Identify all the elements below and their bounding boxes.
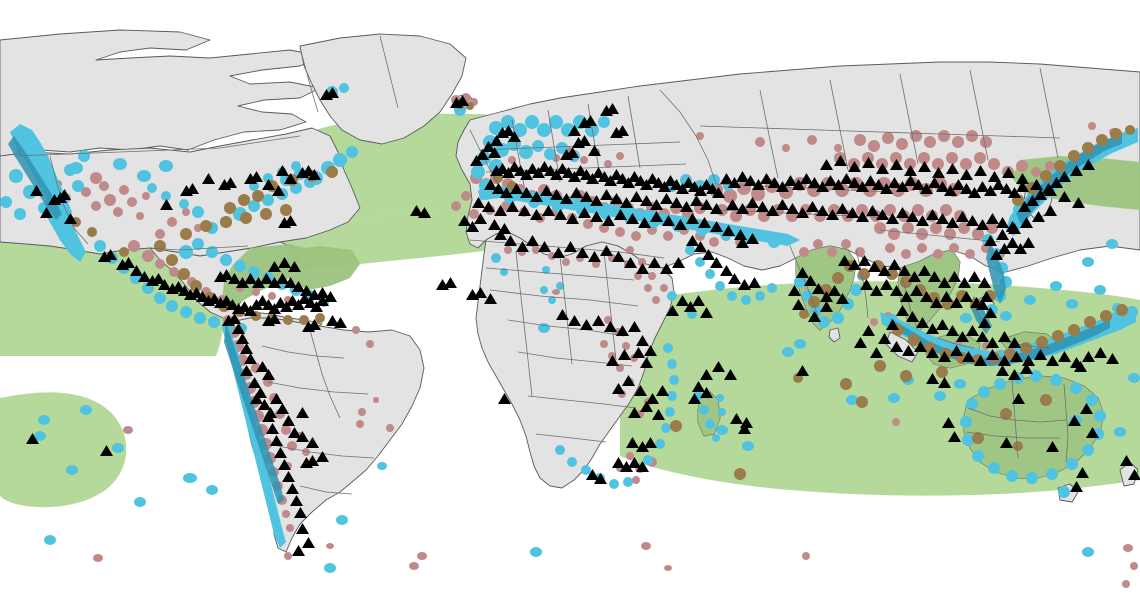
landmass-greenland (299, 33, 467, 145)
layer-overlap-brown (71, 99, 1135, 480)
layer-country-borders (13, 35, 1069, 495)
landmass-canada-usa (0, 127, 361, 257)
landmass-sri-lanka (828, 327, 841, 343)
